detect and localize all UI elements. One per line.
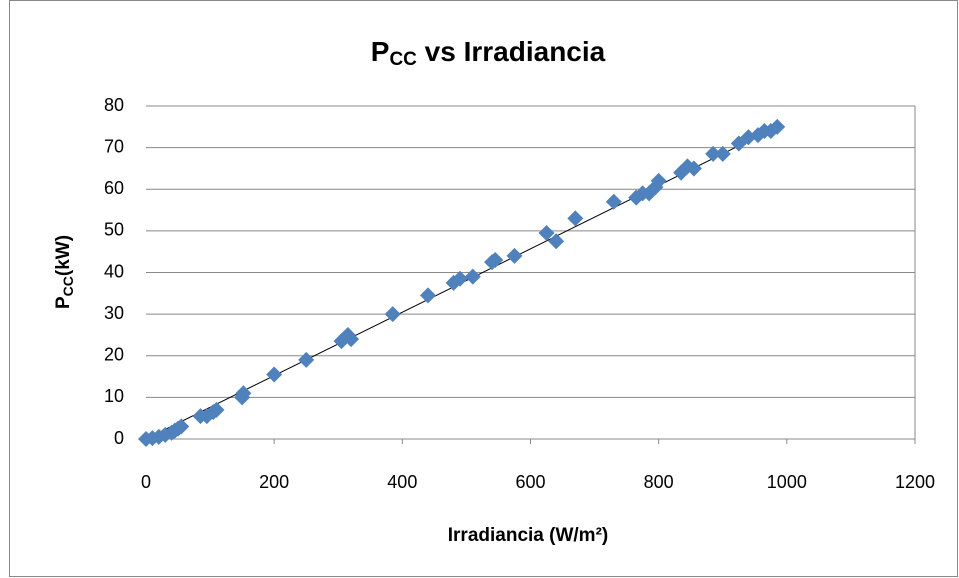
point [464,268,481,285]
y-label-part: P [53,296,74,309]
point [567,210,584,227]
point [506,247,523,264]
y-tick-label: 10 [104,386,124,406]
y-tick-label: 40 [104,261,124,281]
point [298,351,315,368]
title-subscript: CC [389,49,417,70]
chart-frame [9,0,958,577]
point [487,252,504,269]
point [266,366,283,383]
x-tick-label: 400 [387,472,417,492]
point [714,145,731,162]
x-tick-label: 1000 [767,472,807,492]
x-tick-label: 0 [141,472,151,492]
point [769,118,786,135]
point [208,401,225,418]
point [538,224,555,241]
point [548,233,565,250]
point [384,306,401,323]
point [235,385,252,402]
point [685,160,702,177]
y-tick-label: 50 [104,220,124,240]
point [705,145,722,162]
point [452,270,469,287]
x-tick-label: 200 [259,472,289,492]
title-part: vs Irradiancia [417,36,606,67]
point [605,193,622,210]
point [762,122,779,139]
y-tick-label: 30 [104,303,124,323]
chart-title: PCC vs Irradiancia [371,36,606,70]
x-tick-label: 600 [515,472,545,492]
y-tick-label: 0 [114,428,124,448]
title-part: P [371,36,390,67]
point [173,418,190,435]
y-label-part: (kW) [53,235,74,276]
point [343,331,360,348]
y-tick-label: 80 [104,95,124,115]
y-label-subscript: CC [60,276,76,296]
y-tick-label: 70 [104,136,124,156]
point [419,287,436,304]
x-axis-label: Irradiancia (W/m²) [448,525,608,546]
x-tick-label: 800 [644,472,674,492]
y-axis-label: PCC(kW) [53,235,76,309]
y-tick-label: 60 [104,178,124,198]
y-tick-label: 20 [104,345,124,365]
point [650,172,667,189]
x-tick-label: 1200 [895,472,935,492]
